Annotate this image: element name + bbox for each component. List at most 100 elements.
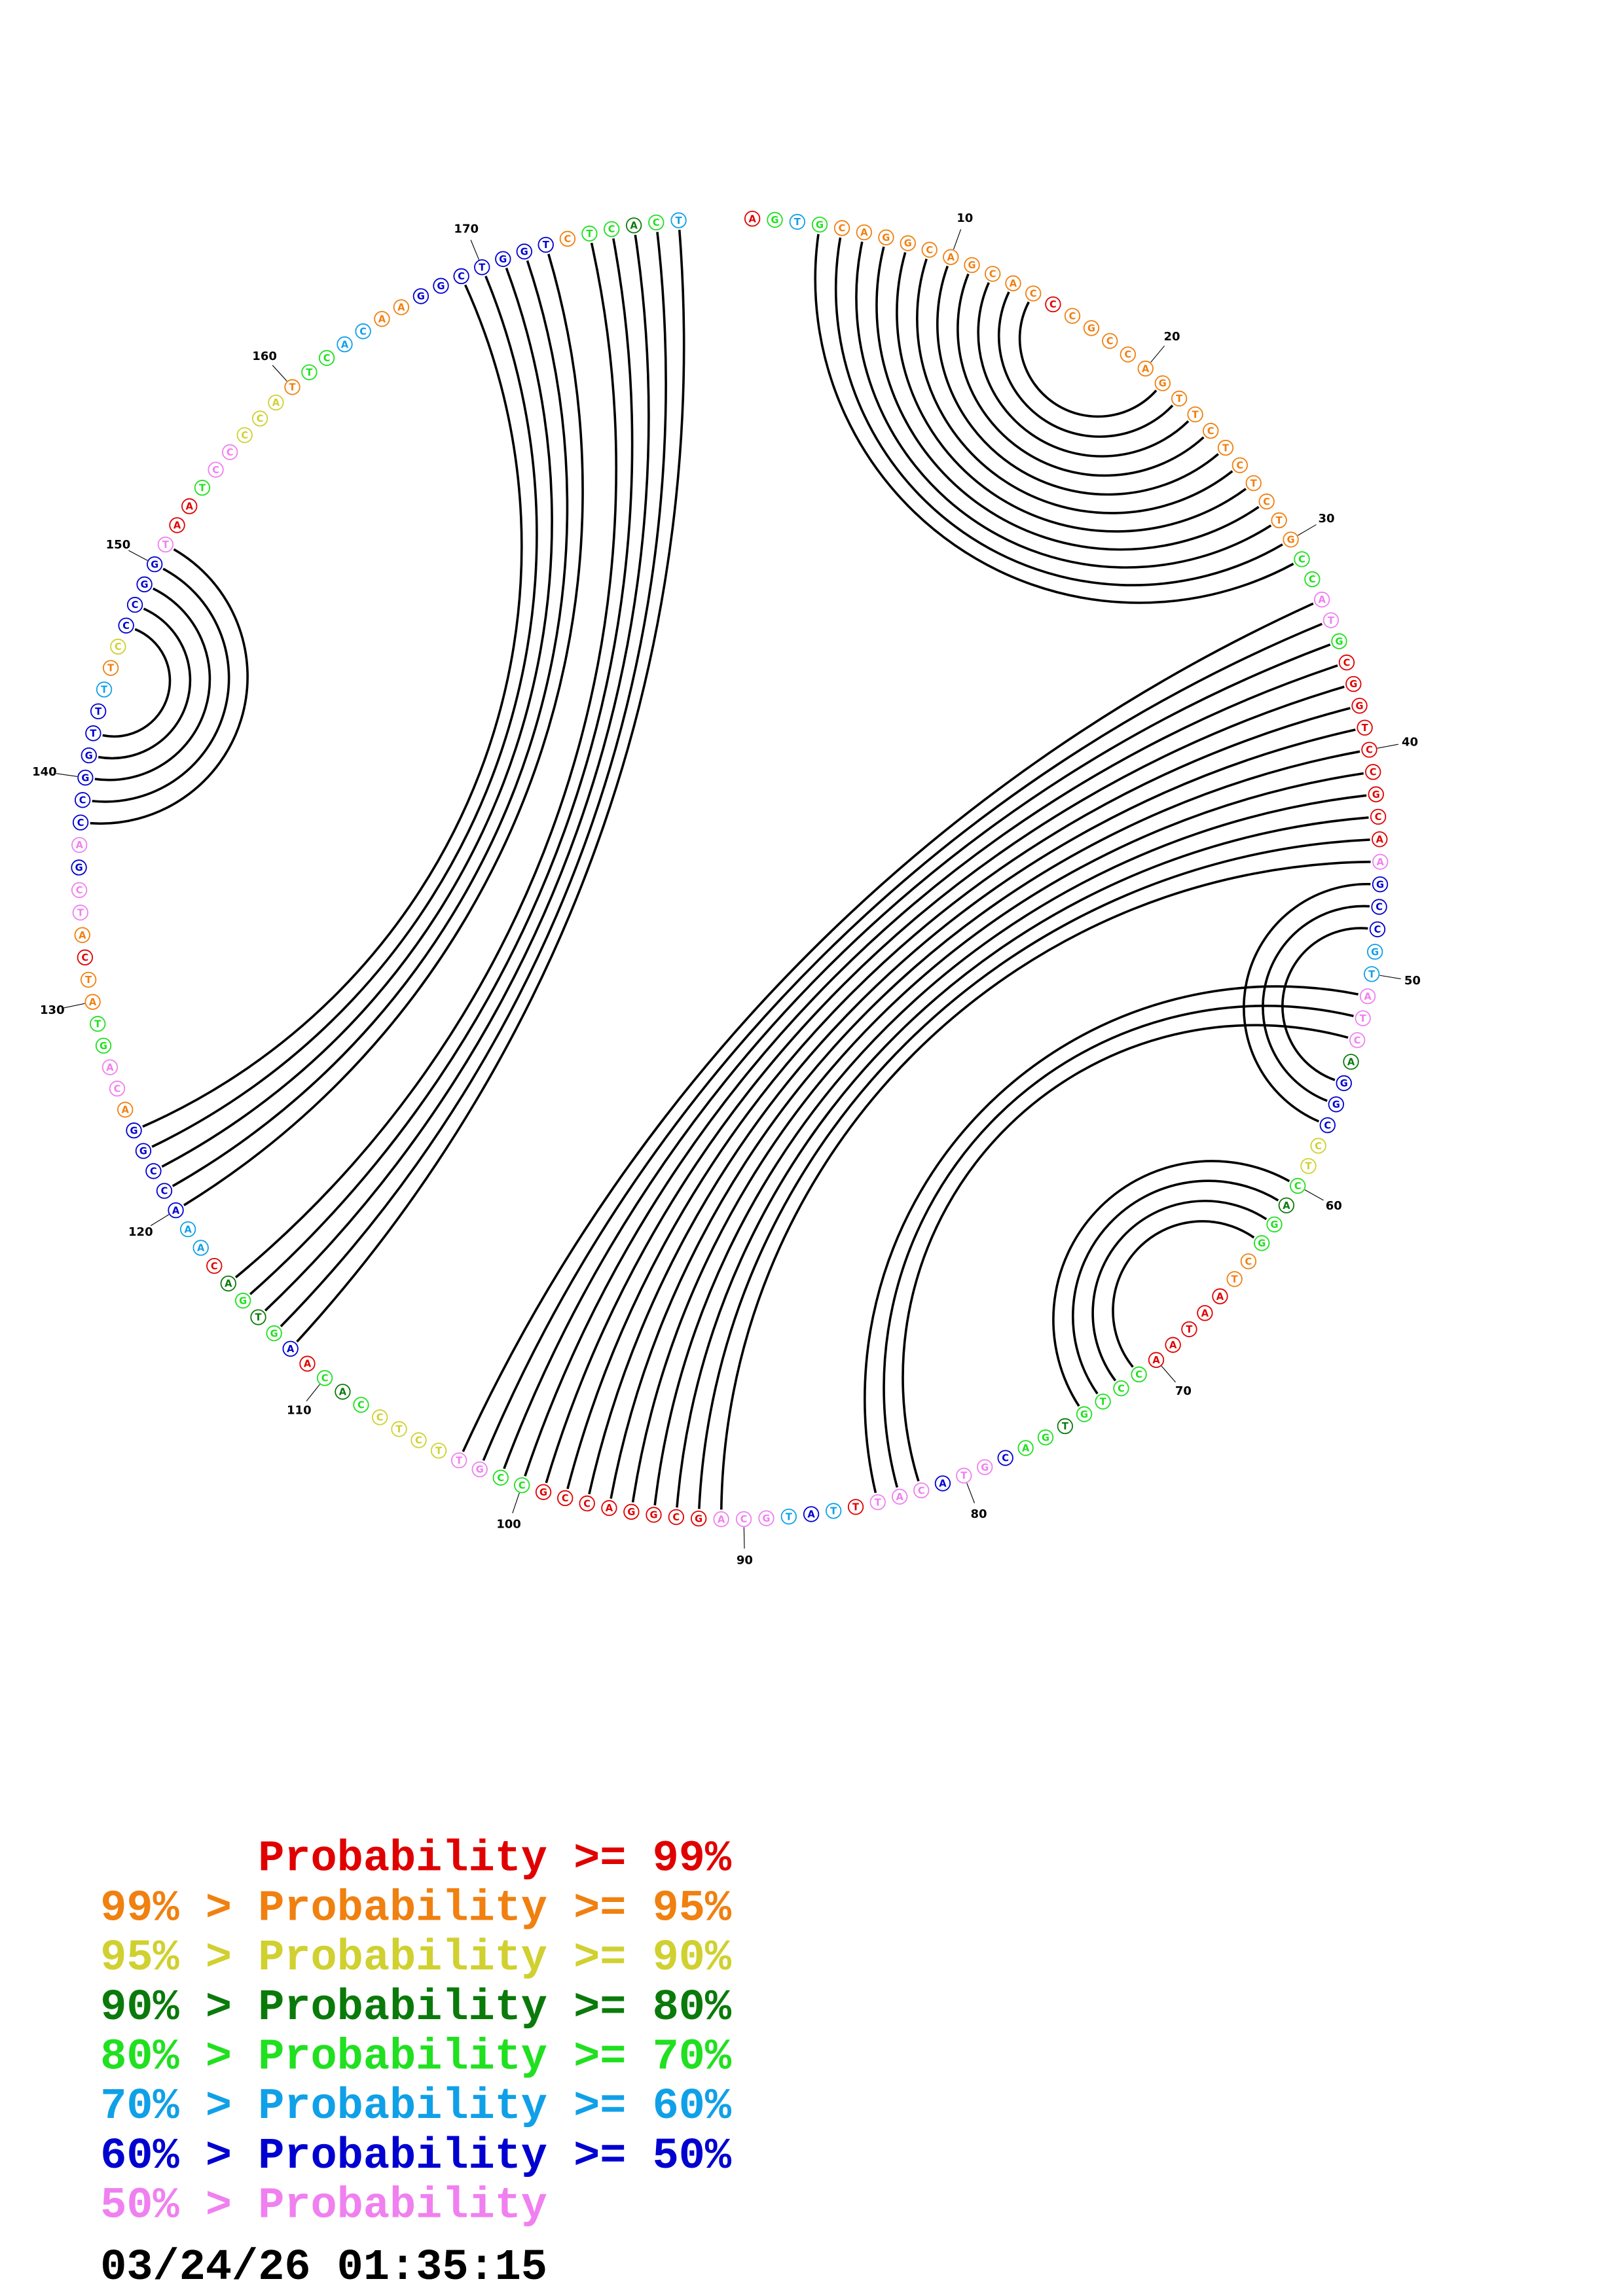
- pair-arc: [1018, 301, 1158, 418]
- nucleotide-circle: [1313, 591, 1330, 608]
- nucleotide-letter: G: [1080, 1409, 1088, 1420]
- nucleotide-letter: G: [1332, 1099, 1340, 1110]
- nucleotide-circle: [250, 1309, 266, 1325]
- nucleotide-letter: A: [1169, 1340, 1177, 1351]
- nucleotide-circle: [71, 859, 87, 876]
- nucleotide-letter: C: [115, 641, 122, 653]
- nucleotide-circle: [1083, 320, 1100, 336]
- pair-arc: [566, 707, 1351, 1490]
- nucleotide-letter: A: [173, 520, 181, 531]
- nucleotide-circle: [102, 660, 119, 676]
- nucleotide-letter: C: [1263, 496, 1270, 507]
- nucleotide-circle: [516, 243, 532, 260]
- pair-arcs: [90, 230, 1371, 1510]
- nucleotide-circle: [1328, 1096, 1344, 1113]
- nucleotide-letter: T: [1222, 442, 1229, 454]
- nucleotide-circle: [1372, 831, 1388, 848]
- nucleotide-circle: [74, 927, 90, 943]
- tick-label: 160: [252, 350, 277, 363]
- nucleotide-letter: G: [1376, 879, 1384, 890]
- nucleotide-letter: T: [289, 382, 296, 393]
- legend-label: Probability >= 90%: [258, 1933, 732, 1983]
- pair-arc: [462, 602, 1314, 1452]
- nucleotide-letter: C: [583, 1498, 591, 1509]
- nucleotide-letter: G: [627, 1507, 635, 1518]
- legend-label: Probability >= 99%: [258, 1835, 732, 1884]
- nucleotide-letter: G: [762, 1513, 770, 1524]
- nucleotide-circle: [1283, 531, 1299, 548]
- nucleotide-letter: C: [608, 224, 615, 235]
- nucleotide-circle: [1331, 633, 1347, 649]
- pair-arc: [142, 284, 523, 1128]
- nucleotide-circle: [997, 1450, 1013, 1466]
- nucleotide-circle: [84, 994, 101, 1010]
- nucleotide-circle: [1349, 1032, 1366, 1049]
- nucleotide-letter: C: [150, 1166, 157, 1177]
- nucleotide-letter: T: [543, 240, 549, 251]
- nucleotide-letter: T: [1100, 1397, 1106, 1408]
- nucleotide-circle: [1254, 1235, 1270, 1251]
- nucleotide-letter: A: [106, 1062, 114, 1073]
- tick-line: [1161, 1365, 1176, 1383]
- pair-arc: [631, 772, 1364, 1503]
- nucleotide-letter: C: [122, 620, 130, 632]
- nucleotide-circle: [735, 1511, 752, 1528]
- tick-line: [1304, 1189, 1324, 1201]
- nucleotide-circle: [393, 299, 410, 315]
- nucleotide-circle: [236, 427, 253, 443]
- nucleotide-circle: [74, 792, 91, 808]
- nucleotide-letter: G: [1258, 1238, 1266, 1249]
- nucleotide-letter: T: [107, 663, 114, 674]
- nucleotide-circle: [85, 725, 101, 742]
- nucleotide-letter: A: [172, 1205, 180, 1216]
- tick-label: 110: [287, 1403, 312, 1417]
- nucleotide-letter: C: [359, 326, 367, 337]
- nucleotide-letter: G: [904, 238, 912, 249]
- nucleotide-letter: A: [939, 1479, 947, 1490]
- nucleotide-circle: [943, 249, 959, 265]
- nucleotide-circle: [713, 1511, 729, 1528]
- tick-line: [128, 550, 148, 561]
- nucleotide-circle: [391, 1421, 407, 1437]
- nucleotide-letter: G: [437, 281, 445, 292]
- nucleotide-letter: G: [151, 559, 158, 570]
- pair-arc: [524, 664, 1338, 1477]
- nucleotide-circle: [1351, 698, 1368, 714]
- nucleotide-circle: [374, 311, 390, 327]
- nucleotide-letter: T: [479, 262, 485, 273]
- nucleotide-circle: [1102, 332, 1118, 350]
- tick-line: [512, 1492, 520, 1514]
- nucleotide-circle: [372, 1409, 388, 1426]
- tick-line: [56, 773, 78, 777]
- nucleotide-letter: T: [1186, 1324, 1192, 1335]
- nucleotide-letter: T: [586, 228, 593, 240]
- pair-arc: [676, 816, 1369, 1508]
- nucleotide-letter: T: [794, 217, 801, 228]
- nucleotide-letter: T: [1276, 515, 1283, 526]
- nucleotide-circle: [1319, 1117, 1336, 1134]
- nucleotide-letter: A: [1318, 594, 1326, 605]
- nucleotide-letter: C: [323, 353, 331, 364]
- pair-arc: [98, 607, 192, 760]
- tick-label: 20: [1164, 330, 1180, 344]
- pair-arc: [1052, 1160, 1290, 1407]
- legend-label: Probability: [258, 2181, 547, 2231]
- nucleotide-circle: [670, 212, 687, 228]
- pair-arc: [1281, 927, 1368, 1081]
- nucleotide-letter: C: [257, 414, 264, 425]
- nucleotide-letter: C: [1106, 336, 1114, 347]
- nucleotide-letter: C: [357, 1400, 365, 1411]
- nucleotide-circle: [789, 213, 805, 230]
- nucleotide-circle: [668, 1509, 684, 1526]
- nucleotide-circle: [1336, 1075, 1352, 1092]
- nucleotide-circle: [1345, 675, 1362, 692]
- nucleotide-letter: A: [339, 1387, 347, 1398]
- nucleotide-circle: [557, 1490, 574, 1507]
- nucleotide-circle: [1165, 1336, 1181, 1353]
- nucleotide-circle: [825, 1503, 842, 1519]
- position-ticks: 10 20 30 40 50 60 70 80 90 100 110 120 130 140 150 160 1…: [32, 211, 1421, 1568]
- pair-arc: [151, 276, 538, 1148]
- nucleotide-circle: [157, 536, 174, 553]
- nucleotide-letter: G: [968, 260, 976, 271]
- pair-arc: [902, 1024, 1349, 1482]
